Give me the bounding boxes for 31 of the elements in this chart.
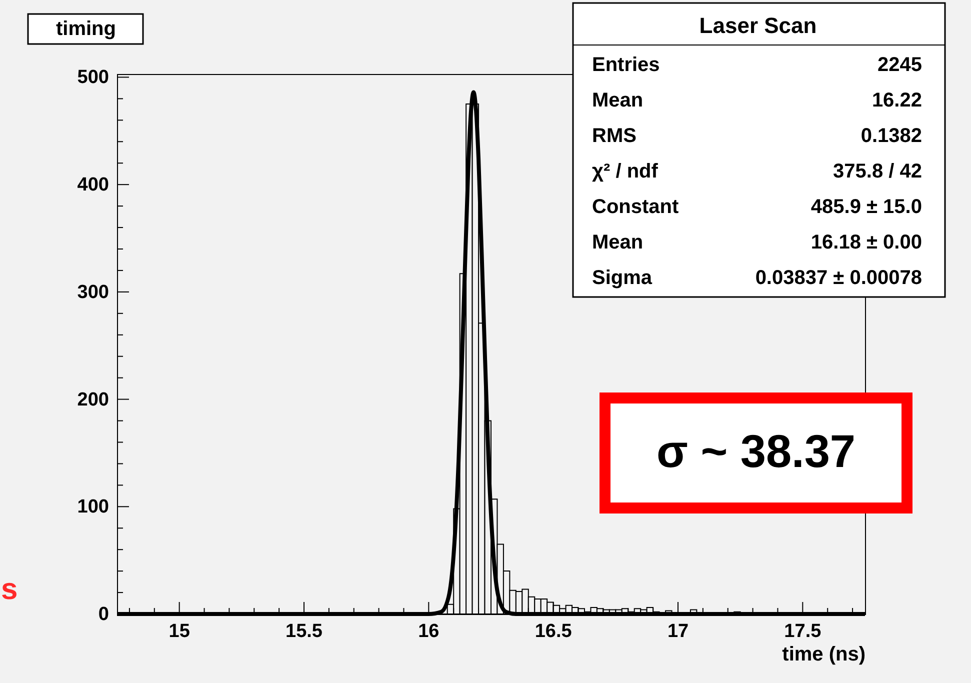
text: 16.22 — [872, 90, 922, 112]
x-tick-label: 17 — [667, 621, 689, 642]
x-tick-label: 16.5 — [534, 621, 572, 642]
annotation: Entries — [592, 54, 660, 76]
annotation: 485.9 ± 15.0 — [810, 196, 922, 218]
annotation: RMS — [592, 125, 636, 147]
y-tick-label: 300 — [77, 282, 109, 303]
text: Laser Scan — [699, 13, 817, 38]
x-tick-label: 16 — [418, 621, 440, 642]
y-tick-label: 400 — [77, 174, 109, 196]
x-tick-label: 15 — [168, 621, 190, 642]
annotation: Mean — [592, 90, 644, 112]
x-tick-label: 15.5 — [286, 621, 323, 642]
text: s — [1, 573, 18, 606]
y-tick-label: 100 — [77, 496, 109, 518]
annotation: σ ~ 38.37 — [656, 425, 856, 477]
chart-title: timing — [56, 18, 116, 40]
annotation: 0.1382 — [860, 125, 922, 147]
y-tick-label: 200 — [77, 389, 109, 410]
y-tick-label: 0 — [98, 604, 109, 625]
annotation: 375.8 / 42 — [833, 160, 922, 182]
annotation: 16.18 ± 0.00 — [810, 232, 922, 254]
x-tick-label: 17.5 — [784, 621, 822, 642]
annotation: Constant — [592, 196, 679, 218]
annotation: Mean — [592, 232, 644, 254]
annotation: χ² / ndf — [592, 160, 658, 182]
text: 2245 — [878, 54, 922, 76]
annotation: 0.03837 ± 0.00078 — [755, 267, 922, 289]
annotation: Sigma — [592, 267, 653, 289]
x-axis-title: time (ns) — [782, 644, 866, 666]
y-tick-label: 500 — [77, 67, 109, 88]
